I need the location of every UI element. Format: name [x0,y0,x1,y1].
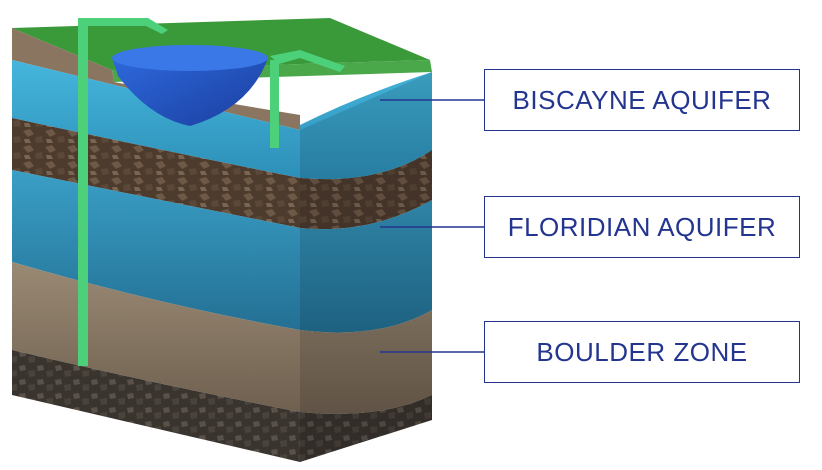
floridian-aquifer-layer [12,170,432,333]
biscayne-aquifer-label: BISCAYNE AQUIFER [484,69,800,131]
injection-pipe [78,18,168,366]
extraction-pipe [270,50,345,148]
boulder-zone-layer [12,262,432,414]
bottom-gravel-layer [12,350,432,462]
reservoir-surface [112,45,268,71]
boulder-zone-label: BOULDER ZONE [484,321,800,383]
floridian-aquifer-label: FLORIDIAN AQUIFER [484,196,800,258]
biscayne-aquifer-layer [12,60,432,180]
rock-layer-upper [12,118,432,230]
block-side-shade [300,72,432,462]
